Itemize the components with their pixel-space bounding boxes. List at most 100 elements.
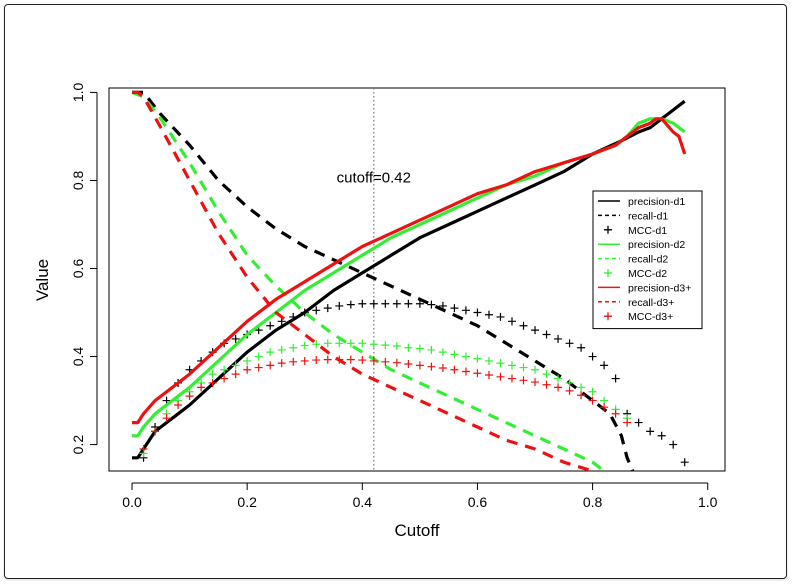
data-point <box>381 357 390 366</box>
data-point <box>358 299 367 308</box>
data-point <box>427 300 436 309</box>
data-point <box>208 370 217 379</box>
data-point <box>346 339 355 348</box>
series-precision-d2 <box>132 117 686 438</box>
data-point <box>139 444 148 453</box>
data-point <box>266 348 275 357</box>
legend-label: recall-d3+ <box>628 297 674 309</box>
data-point <box>312 306 321 315</box>
data-point <box>369 299 378 308</box>
legend-label: precision-d1 <box>628 196 685 208</box>
data-point <box>369 340 378 349</box>
x-tick-label: 0.0 <box>122 494 142 510</box>
data-point <box>484 310 493 319</box>
data-point <box>231 370 240 379</box>
x-tick-label: 1.0 <box>698 494 718 510</box>
data-point <box>243 365 252 374</box>
data-point <box>254 363 263 372</box>
data-point <box>473 354 482 363</box>
data-point <box>565 378 574 387</box>
legend-swatch <box>604 312 612 321</box>
legend-swatch <box>604 225 612 234</box>
data-point <box>392 341 401 350</box>
x-tick-label: 0.6 <box>468 494 488 510</box>
data-point <box>323 355 332 364</box>
legend-label: recall-d1 <box>628 210 668 222</box>
data-point <box>623 418 632 427</box>
data-point <box>554 383 563 392</box>
y-axis-label: Value <box>33 259 52 301</box>
data-point <box>554 374 563 383</box>
data-point <box>438 363 447 372</box>
data-point <box>450 365 459 374</box>
data-point <box>565 386 574 395</box>
data-point <box>404 360 413 369</box>
data-point <box>531 378 540 387</box>
data-point <box>496 359 505 368</box>
data-point <box>174 400 183 409</box>
data-point <box>254 352 263 361</box>
data-point <box>369 356 378 365</box>
data-point <box>415 361 424 370</box>
legend-swatch <box>604 269 612 277</box>
x-axis-label: Cutoff <box>394 521 439 540</box>
data-point <box>312 340 321 349</box>
data-point <box>289 357 298 366</box>
series-line <box>132 117 687 425</box>
data-point <box>542 330 551 339</box>
data-point <box>427 345 436 354</box>
series-line <box>132 90 594 471</box>
y-tick-label: 0.2 <box>70 435 86 455</box>
data-point <box>358 339 367 348</box>
data-point <box>346 300 355 309</box>
data-point <box>151 427 160 436</box>
data-point <box>231 334 240 343</box>
data-point <box>519 363 528 372</box>
data-point <box>646 427 655 436</box>
x-tick-label: 0.2 <box>237 494 257 510</box>
series-line <box>131 90 606 471</box>
data-point <box>185 392 194 401</box>
legend: precision-d1 recall-d1 MCC-d1 precision-d2 r… <box>592 190 703 330</box>
data-point <box>542 380 551 389</box>
data-point <box>507 361 516 370</box>
data-point <box>461 367 470 376</box>
data-point <box>519 321 528 330</box>
data-point <box>577 391 586 400</box>
series-line <box>132 99 686 460</box>
series-layer <box>131 90 689 471</box>
data-point <box>473 369 482 378</box>
data-point <box>438 348 447 357</box>
data-point <box>208 378 217 387</box>
data-point <box>438 301 447 310</box>
data-point <box>680 458 689 467</box>
data-point <box>323 339 332 348</box>
data-point <box>531 326 540 335</box>
data-point <box>335 339 344 348</box>
data-point <box>427 362 436 371</box>
data-point <box>197 383 206 392</box>
x-tick-label: 0.4 <box>353 494 373 510</box>
data-point <box>554 334 563 343</box>
data-point <box>335 301 344 310</box>
data-point <box>300 341 309 350</box>
data-point <box>484 371 493 380</box>
data-point <box>415 299 424 308</box>
data-point <box>577 343 586 352</box>
data-point <box>588 396 597 405</box>
data-point <box>507 317 516 326</box>
data-point <box>600 361 609 370</box>
data-point <box>496 372 505 381</box>
data-point <box>220 374 229 383</box>
legend-label: recall-d2 <box>628 254 668 266</box>
data-point <box>507 374 516 383</box>
data-point <box>531 365 540 374</box>
data-point <box>289 343 298 352</box>
data-point <box>611 409 620 418</box>
data-point <box>496 312 505 321</box>
y-tick-label: 0.8 <box>70 171 86 191</box>
data-point <box>450 304 459 313</box>
data-point <box>381 341 390 350</box>
data-point <box>404 343 413 352</box>
